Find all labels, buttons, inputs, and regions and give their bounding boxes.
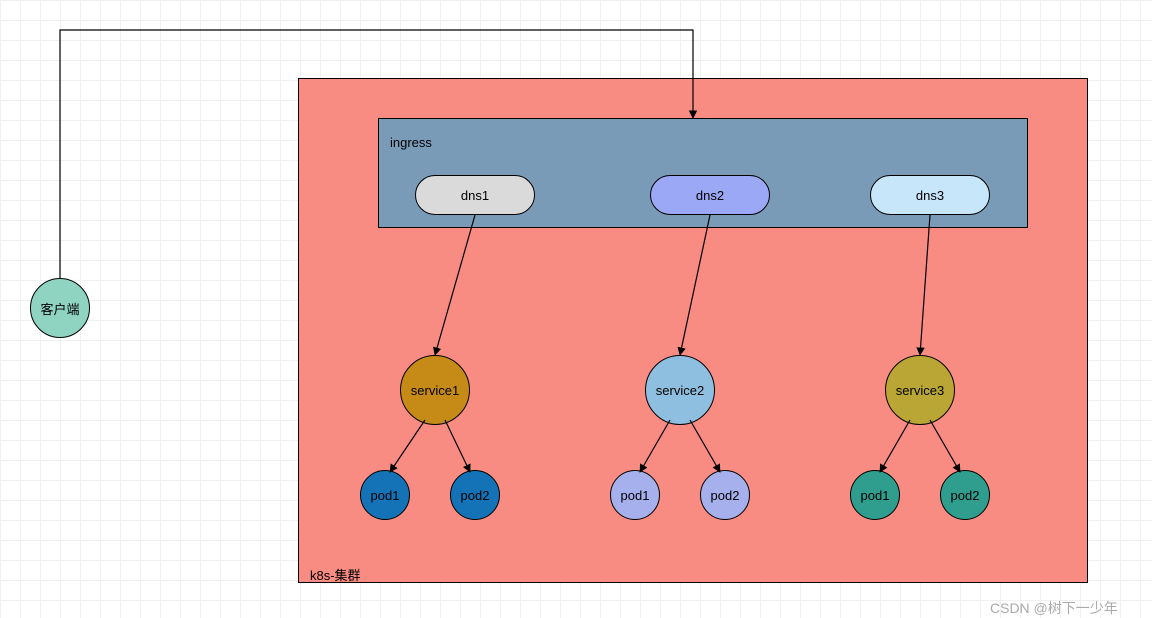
pod2b-node: pod2 <box>700 470 750 520</box>
service1-node: service1 <box>400 355 470 425</box>
pod2a-node: pod1 <box>610 470 660 520</box>
client-node: 客户端 <box>30 278 90 338</box>
pod3a-node: pod1 <box>850 470 900 520</box>
pod3b-node: pod2 <box>940 470 990 520</box>
service3-node: service3 <box>885 355 955 425</box>
service2-node: service2 <box>645 355 715 425</box>
watermark-text: CSDN @树下一少年 <box>990 598 1118 618</box>
dns2-node: dns2 <box>650 175 770 215</box>
cluster-label: k8s-集群 <box>310 565 361 584</box>
pod1a-node: pod1 <box>360 470 410 520</box>
dns1-node: dns1 <box>415 175 535 215</box>
dns3-node: dns3 <box>870 175 990 215</box>
ingress-label: ingress <box>390 135 432 150</box>
pod1b-node: pod2 <box>450 470 500 520</box>
